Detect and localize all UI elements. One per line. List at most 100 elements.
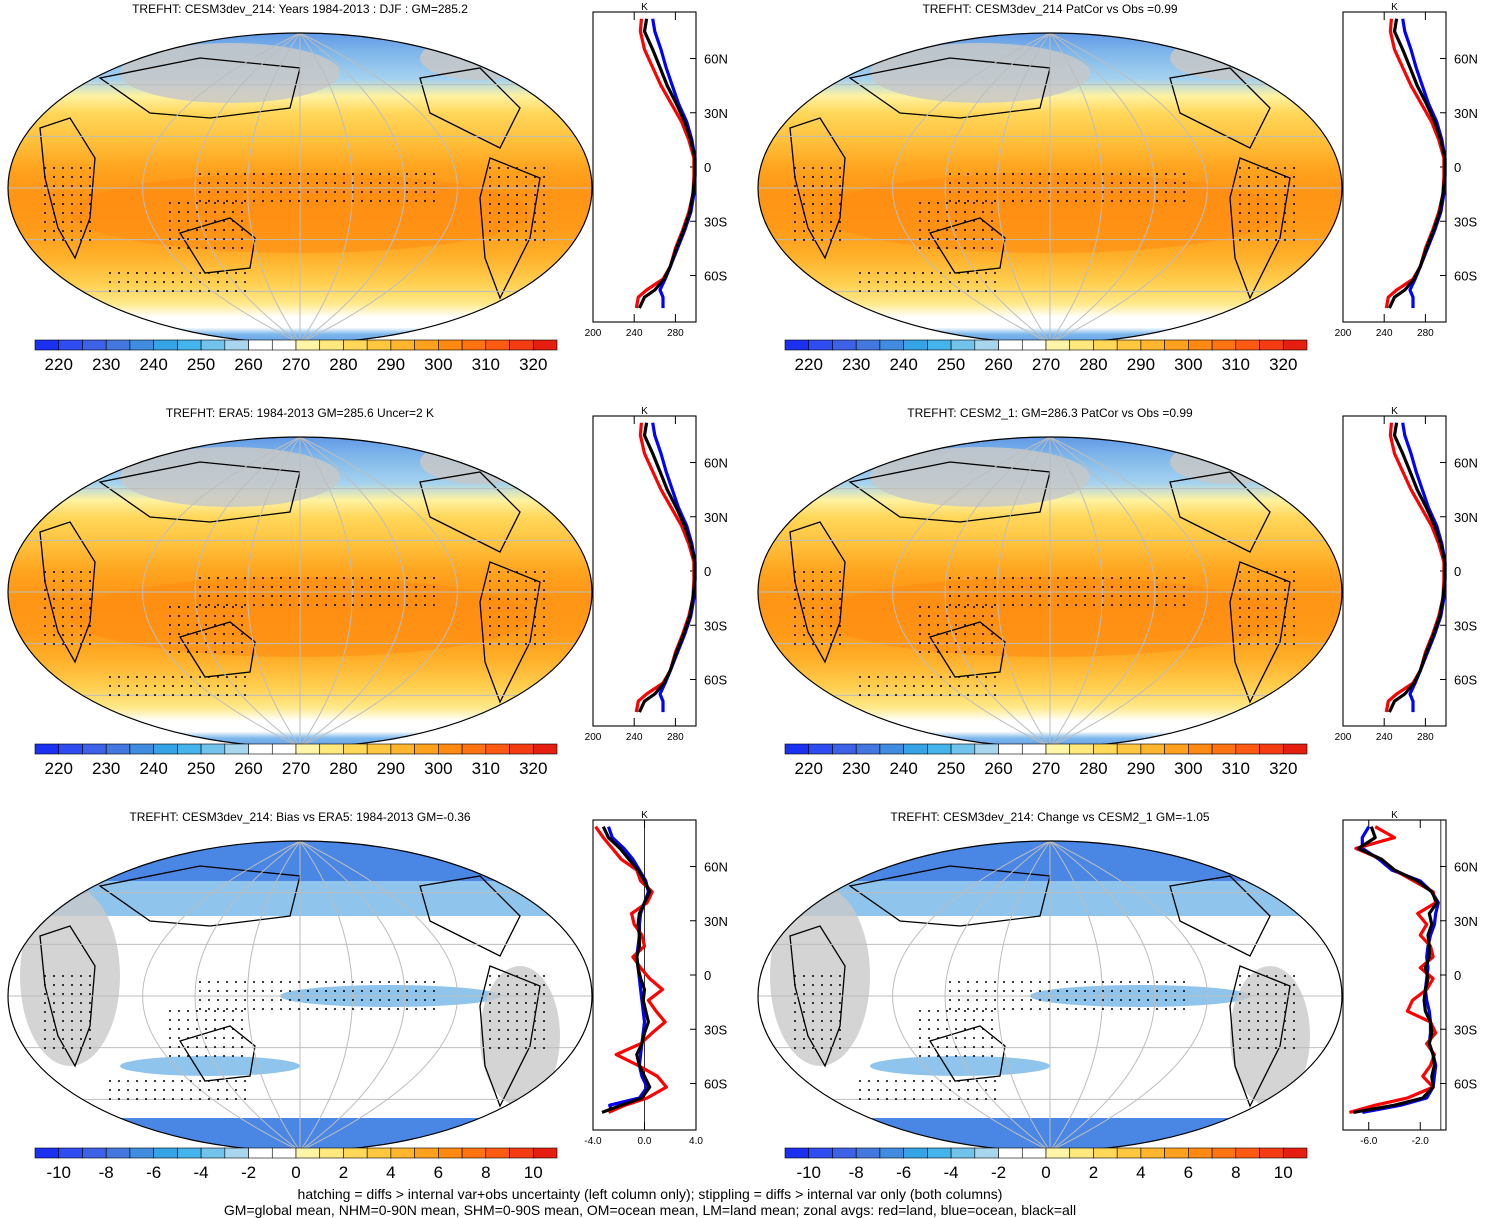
stipple-dot [543,212,545,214]
colorbar-swatch [950,339,976,351]
stipple-dot [370,1008,372,1010]
stipple-dot [80,975,82,977]
lat-label: 30N [704,106,728,121]
stipple-dot [62,230,64,232]
stipple-dot [316,595,318,597]
stipple-dot [1003,999,1005,1001]
stipple-dot [830,239,832,241]
stipple-dot [388,990,390,992]
stipple-dot [217,182,219,184]
stipple-dot [830,643,832,645]
stipple-dot [991,1010,993,1012]
stipple-dot [205,615,207,617]
stipple-dot [127,272,129,274]
stipple-dot [1075,990,1077,992]
stipple-dot [1048,595,1050,597]
stipple-dot [985,173,987,175]
stipple-dot [253,577,255,579]
stipple-dot [352,604,354,606]
stipple-dot [973,211,975,213]
stipple-dot [919,642,921,644]
stipple-dot [271,200,273,202]
stipple-dot [244,999,246,1001]
stipple-dot [946,606,948,608]
colorbar-label: 300 [1174,759,1202,778]
stipple-dot [976,586,978,588]
stipple-dot [379,182,381,184]
stipple-dot [985,676,987,678]
zonal-units: K [1391,810,1398,821]
stipple-dot [946,247,948,249]
stipple-dot [424,990,426,992]
stipple-dot [190,685,192,687]
stipple-dot [44,1011,46,1013]
stipple-dot [298,1008,300,1010]
stipple-dot [534,167,536,169]
stipple-dot [343,1008,345,1010]
stipple-dot [406,173,408,175]
stipple-dot [71,230,73,232]
colorbar-swatch [177,339,202,351]
stipple-dot [44,580,46,582]
stipple-dot [1120,191,1122,193]
stipple-dot [812,571,814,573]
stipple-dot [1293,571,1295,573]
stipple-dot [534,230,536,232]
stipple-dot [235,1089,237,1091]
stipple-dot [199,999,201,1001]
meridian-line [299,437,406,747]
stipple-dot [1120,990,1122,992]
colorbar-swatch [1235,339,1260,351]
colorbar-label: 300 [424,759,452,778]
stipple-dot [994,1098,996,1100]
colorbar-swatch [319,1147,344,1159]
stipple-dot [1284,589,1286,591]
stipple-dot [424,200,426,202]
stipple-dot [223,220,225,222]
stipple-dot [334,577,336,579]
stipple-dot [1275,1002,1277,1004]
colorbar-swatch [879,743,904,755]
stipple-dot [80,1002,82,1004]
stipple-dot [1075,200,1077,202]
stipple-dot [1066,191,1068,193]
stipple-dot [370,981,372,983]
stipple-dot [803,176,805,178]
zonal-line-all [637,18,697,309]
stipple-dot [241,606,243,608]
stipple-dot [794,239,796,241]
stipple-dot [507,1020,509,1022]
stipple-dot [343,173,345,175]
colorbar-label: -4 [194,1163,209,1180]
lat-label: 60S [1454,673,1477,688]
stipple-dot [812,589,814,591]
stipple-dot [859,676,861,678]
stipple-dot [217,1098,219,1100]
stipple-dot [1248,1047,1250,1049]
stipple-dot [80,167,82,169]
meridian-line [892,33,1051,343]
stipple-dot [830,221,832,223]
stipple-dot [208,1089,210,1091]
stipple-dot [949,1080,951,1082]
stipple-dot [62,203,64,205]
stipple-dot [525,607,527,609]
stipple-dot [343,191,345,193]
colorbar-swatch [1093,339,1118,351]
stipple-dot [1248,239,1250,241]
stipple-dot [498,625,500,627]
stipple-dot [205,642,207,644]
stipple-dot [53,1029,55,1031]
stipple-dot [1284,194,1286,196]
colorbar-label: -4 [944,1163,959,1180]
meridian-line [247,841,301,1151]
stipple-dot [62,1002,64,1004]
stipple-dot [226,694,228,696]
stipple-dot [830,1038,832,1040]
stipple-dot [498,984,500,986]
stipple-dot [232,229,234,231]
stipple-dot [1030,999,1032,1001]
stipple-dot [821,1038,823,1040]
stipple-dot [1012,595,1014,597]
